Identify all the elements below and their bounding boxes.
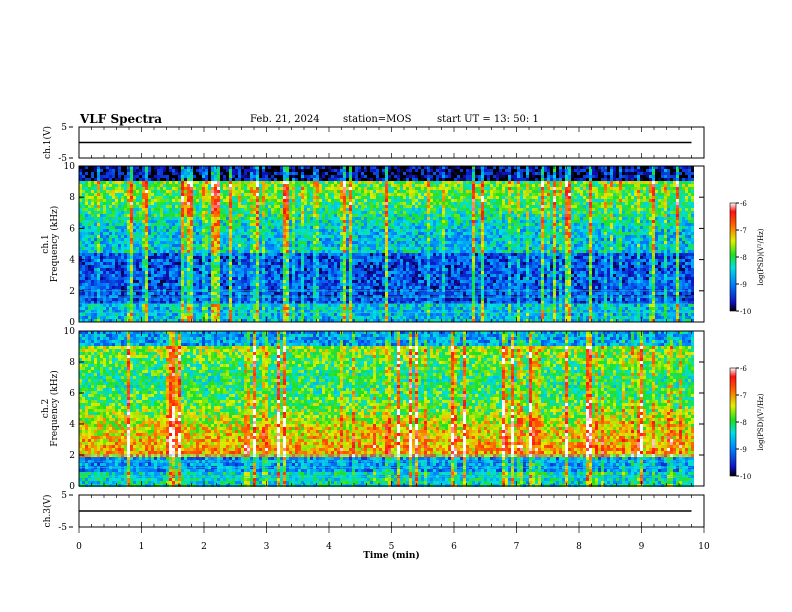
colorbar [729, 202, 737, 312]
start-time-label: start UT = 13: 50: 1 [437, 114, 539, 125]
y-tick-label: 4 [69, 256, 75, 266]
colorbar-label: log(PSD)(V²/Hz) [757, 228, 765, 285]
colorbar-tick-label: -7 [740, 392, 747, 400]
y-axis-label: ch.1(V) [42, 126, 53, 159]
colorbar-tick-label: -10 [740, 308, 751, 316]
spectrogram-cells-ch2 [79, 331, 694, 487]
figure-title: VLF Spectra [80, 112, 162, 126]
colorbar-tick-label: -8 [740, 419, 747, 427]
x-tick-label: 7 [514, 542, 520, 552]
colorbar-tick-label: -9 [740, 281, 747, 289]
colorbar-label: log(PSD)(V²/Hz) [757, 393, 765, 450]
y-axis-label: ch.3(V) [42, 495, 53, 528]
x-tick-label: 8 [576, 542, 582, 552]
y-tick-label: 2 [69, 451, 75, 461]
x-tick-label: 0 [76, 542, 82, 552]
x-tick-label: 9 [639, 542, 645, 552]
colorbar-tick-label: -7 [740, 227, 747, 235]
x-tick-label: 4 [326, 542, 332, 552]
colorbar-tick-label: -6 [740, 200, 747, 208]
spectrogram-cells-ch1 [79, 166, 694, 322]
x-tick-label: 5 [389, 542, 395, 552]
y-tick-label: 6 [69, 389, 75, 399]
y-tick-label: 4 [69, 420, 75, 430]
x-tick-label: 10 [698, 542, 710, 552]
colorbar-tick-label: -6 [740, 365, 747, 373]
y-axis-channel-label: ch.1 [41, 234, 51, 253]
station-label: station=MOS [343, 114, 411, 125]
y-tick-label: -5 [58, 523, 67, 533]
y-tick-label: 8 [69, 193, 75, 203]
date-label: Feb. 21, 2024 [250, 114, 320, 125]
y-tick-label: 10 [64, 327, 76, 337]
y-axis-channel-label: ch.2 [41, 399, 51, 418]
y-axis-label: Frequency (kHz) [49, 206, 60, 283]
y-tick-label: 5 [61, 491, 67, 501]
colorbar-tick-label: -8 [740, 254, 747, 262]
y-tick-label: 2 [69, 287, 75, 297]
x-tick-label: 2 [201, 542, 207, 552]
x-axis-label: Time (min) [363, 550, 420, 561]
x-tick-label: 6 [451, 542, 457, 552]
x-tick-label: 3 [264, 542, 270, 552]
y-tick-label: 8 [69, 358, 75, 368]
colorbar [729, 367, 737, 477]
y-axis-label: Frequency (kHz) [49, 370, 60, 447]
y-tick-label: 0 [69, 482, 75, 492]
colorbar-tick-label: -9 [740, 446, 747, 454]
x-tick-label: 1 [139, 542, 145, 552]
colorbar-tick-label: -10 [740, 473, 751, 481]
y-tick-label: 10 [64, 162, 76, 172]
y-tick-label: 5 [61, 123, 67, 133]
y-tick-label: 6 [69, 224, 75, 234]
y-tick-label: 0 [69, 318, 75, 328]
y-tick-label: -5 [58, 154, 67, 164]
